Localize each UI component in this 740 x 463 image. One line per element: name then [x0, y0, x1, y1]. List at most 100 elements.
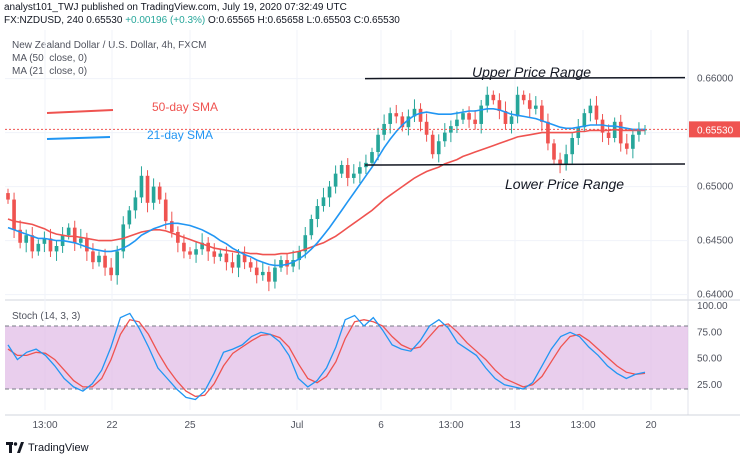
candle-body — [248, 262, 253, 268]
candle-body — [297, 251, 302, 261]
candle-body — [564, 154, 568, 165]
candle-body — [442, 132, 447, 142]
candle-body — [430, 134, 435, 155]
candle-body — [327, 186, 332, 198]
candle-body — [388, 113, 393, 124]
y-tick-label: 0.65000 — [697, 182, 734, 193]
candle-body — [594, 105, 599, 120]
candle-body — [188, 251, 192, 255]
candle-body — [224, 253, 229, 263]
x-tick-label: 25 — [184, 420, 196, 431]
candle-body — [151, 186, 156, 203]
candle-body — [624, 143, 629, 149]
candle-body — [127, 210, 132, 225]
candle-body — [333, 173, 338, 187]
candle-body — [370, 152, 374, 163]
candle-body — [515, 94, 520, 117]
candle-body — [230, 262, 235, 268]
candle-body — [394, 113, 399, 117]
candle-body — [176, 231, 180, 243]
candle-body — [163, 199, 168, 222]
candle-body — [291, 260, 295, 267]
candle-body — [382, 123, 386, 135]
candle-body — [339, 165, 344, 174]
candle-body — [242, 254, 247, 263]
candle-body — [406, 116, 411, 128]
candle-body — [97, 255, 101, 263]
y-tick-label: 0.66000 — [697, 74, 734, 85]
tradingview-brand: TradingView — [28, 442, 89, 454]
candle-body — [206, 242, 211, 252]
candle-body — [18, 229, 22, 243]
candle-body — [376, 134, 380, 153]
candle-body — [72, 227, 77, 243]
y-tick-label: 0.64500 — [697, 236, 734, 247]
candle-body — [285, 260, 289, 267]
ma50-legend[interactable]: MA (50, close, 0) — [12, 53, 88, 64]
ma21-annotation-line — [46, 136, 111, 140]
candle-body — [424, 121, 429, 135]
symbol-line: FX:NZDUSD, 240 0.65530 +0.00196 (+0.3%) … — [4, 15, 400, 26]
candle-body — [582, 113, 587, 128]
candle-body — [200, 242, 204, 250]
lower-range-label: Lower Price Range — [505, 176, 624, 192]
candle-body — [491, 94, 496, 101]
candle-body — [157, 186, 162, 200]
candle-body — [91, 251, 95, 263]
ma21-line — [7, 108, 645, 267]
candle-body — [631, 134, 635, 149]
candle-body — [588, 105, 593, 114]
x-tick-label: 20 — [645, 420, 657, 431]
candle-body — [218, 253, 223, 257]
candle-body — [273, 267, 277, 282]
candle-body — [236, 254, 241, 268]
ma50-annotation-line — [46, 109, 114, 114]
candle-body — [485, 94, 490, 106]
candle-body — [467, 113, 471, 120]
publisher-line: analyst101_TWJ published on TradingView.… — [4, 2, 347, 13]
stoch-y-tick-label: 100.00 — [697, 301, 728, 312]
candle-body — [321, 197, 326, 207]
candle-body — [570, 138, 575, 155]
candle-body — [54, 246, 59, 252]
candle-body — [12, 199, 16, 230]
stoch-legend[interactable]: Stoch (14, 3, 3) — [12, 311, 81, 322]
candle-body — [412, 108, 417, 117]
lower-range-line — [364, 163, 686, 166]
candle-body — [436, 141, 441, 155]
candle-body — [552, 143, 556, 160]
candle-body — [48, 238, 53, 252]
candle-body — [600, 119, 605, 133]
candle-body — [109, 267, 113, 276]
candle-body — [115, 251, 120, 276]
candle-body — [212, 251, 217, 257]
candle-body — [497, 100, 502, 111]
stoch-y-tick-label: 75.00 — [697, 327, 722, 338]
tradingview-logo: TradingView — [6, 442, 89, 454]
candle-body — [78, 238, 83, 243]
candle-body — [418, 108, 423, 122]
candle-body — [558, 159, 562, 165]
symbol[interactable]: FX:NZDUSD, 240 — [4, 15, 84, 26]
candle-body — [503, 111, 508, 124]
upper-range-label: Upper Price Range — [472, 64, 591, 80]
price-change: +0.00196 (+0.3%) — [125, 15, 206, 26]
candle-body — [6, 193, 10, 200]
candle-body — [182, 242, 186, 252]
candle-body — [254, 267, 259, 276]
candle-body — [315, 206, 320, 219]
candle-body — [351, 173, 356, 178]
candle-body — [145, 175, 150, 203]
x-tick-label: 13:00 — [570, 420, 595, 431]
candle-body — [400, 116, 405, 128]
candle-body — [133, 197, 138, 211]
x-tick-label: 13 — [509, 420, 521, 431]
candle-body — [521, 94, 526, 101]
candle-body — [260, 271, 265, 276]
ma21-legend[interactable]: MA (21, close, 0) — [12, 66, 88, 77]
candle-body — [358, 167, 362, 174]
x-tick-label: Jul — [291, 420, 304, 431]
ohlc-values: O:0.65565 H:0.65658 L:0.65503 C:0.65530 — [208, 15, 400, 26]
candle-body — [66, 227, 71, 236]
